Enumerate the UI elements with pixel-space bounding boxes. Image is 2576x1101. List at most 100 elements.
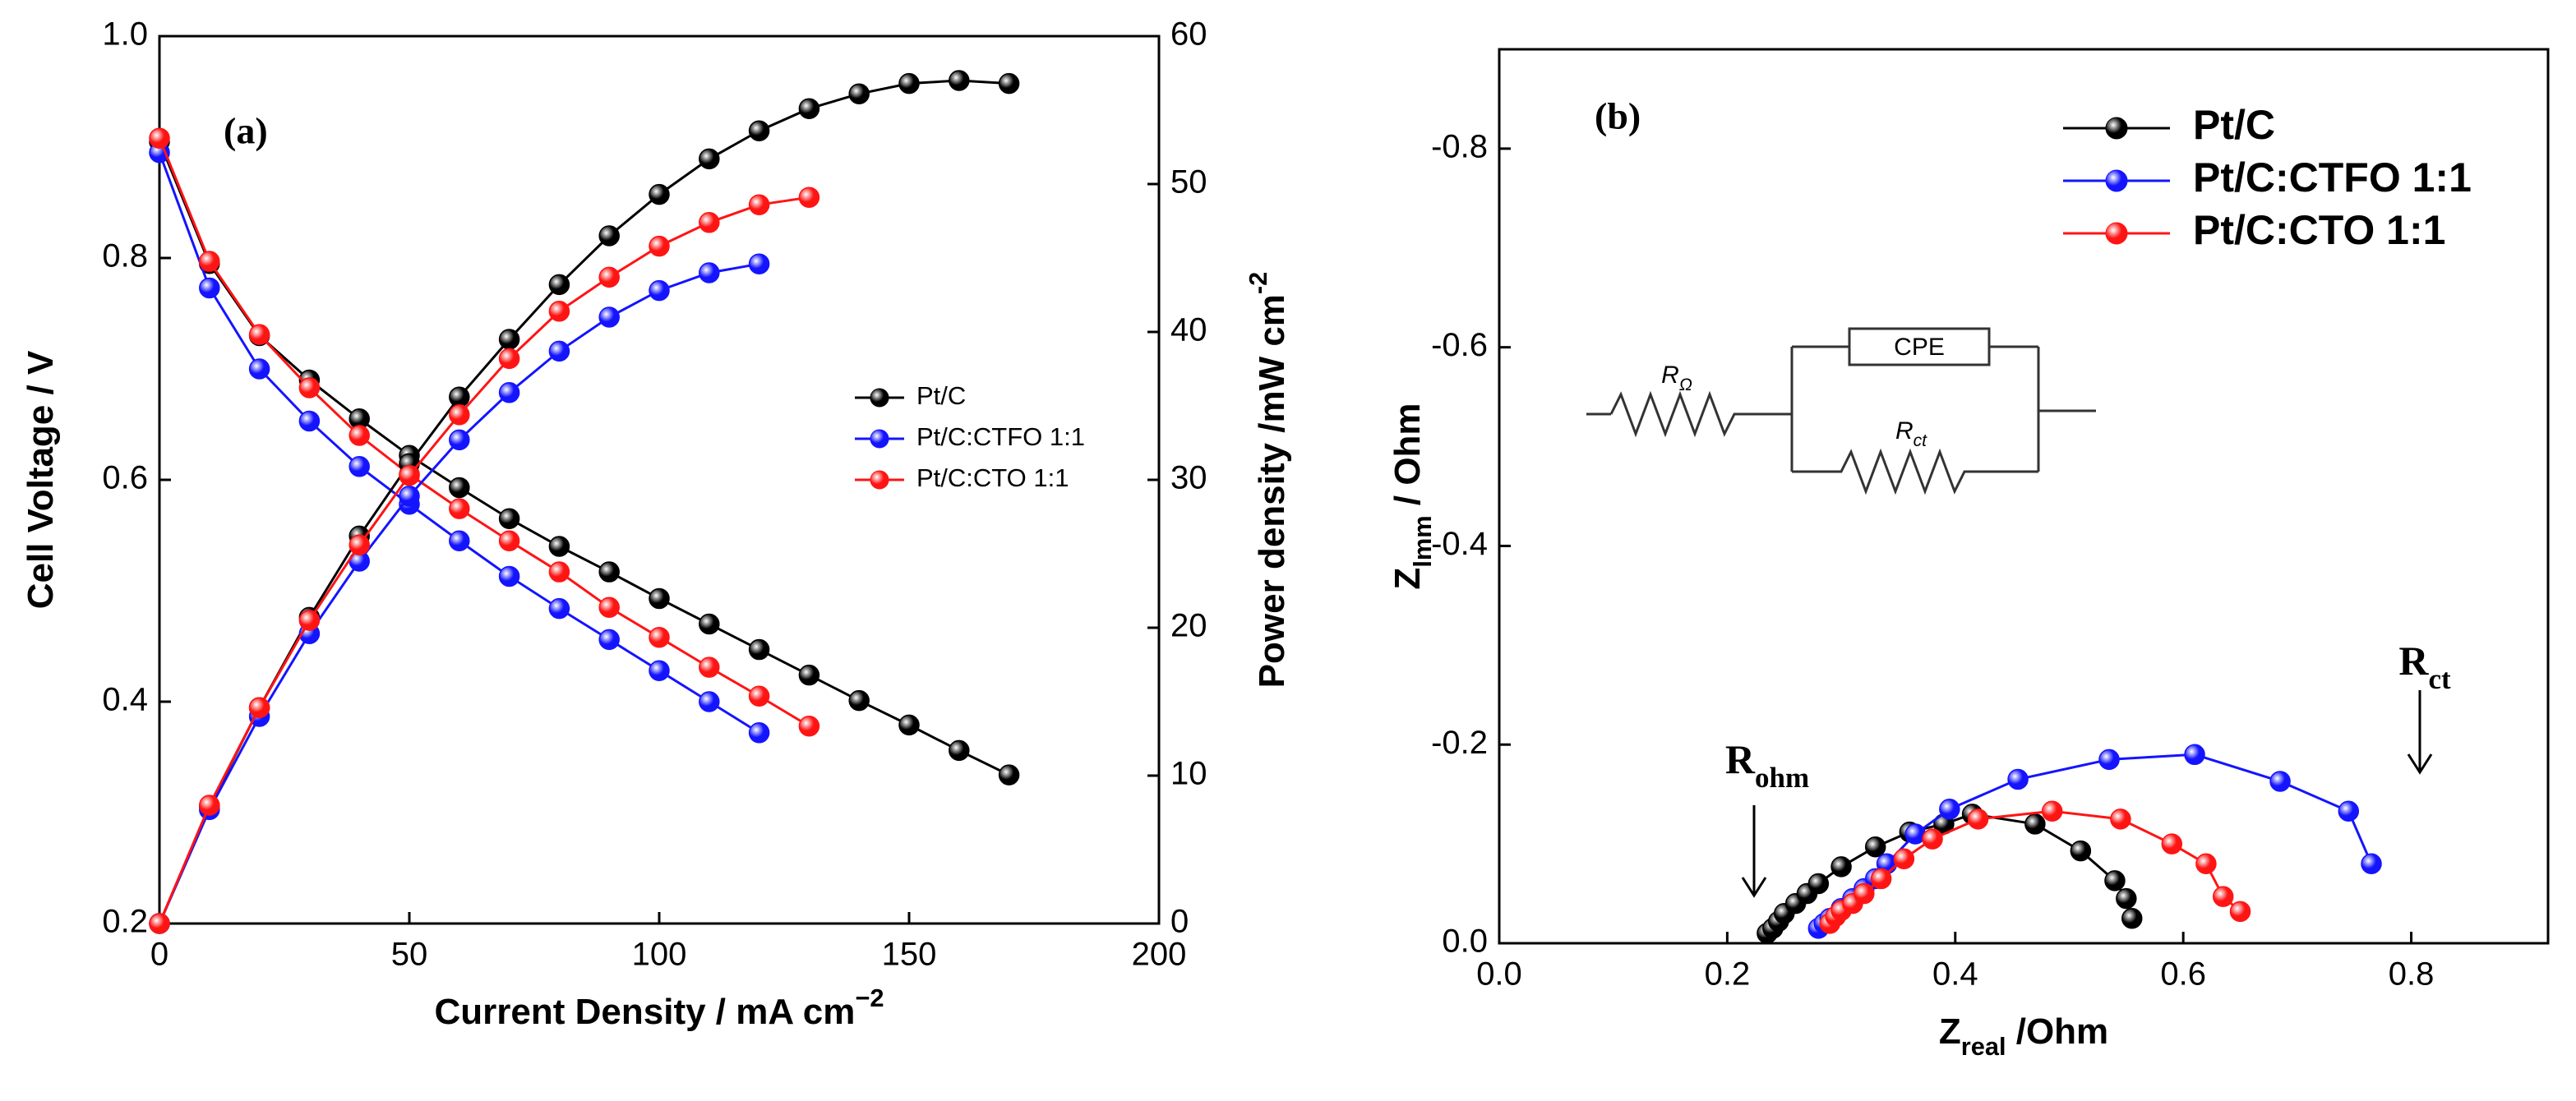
data-point [998,72,1020,94]
data-point [1830,856,1852,878]
y2-tick-label: 40 [1170,312,1207,348]
annotation: Rct [2398,638,2451,694]
x-tick-label: 200 [1132,937,1187,973]
data-point [1967,808,1989,830]
data-point [2161,833,2183,855]
y-tick-label: -0.8 [1431,128,1488,164]
panel-label: (b) [1595,95,1641,137]
data-point [649,587,670,610]
data-point [798,715,820,737]
data-point [548,301,570,322]
data-point [548,274,570,296]
y-tick-label: 0.2 [102,904,148,940]
data-point [298,377,321,398]
y2-tick-label: 60 [1170,16,1207,53]
data-point [748,253,770,274]
data-point [748,722,770,744]
circuit-label-part: R [1661,362,1679,389]
x-axis-label: Zreal /Ohm [1939,1011,2108,1061]
data-point [598,597,620,618]
y-tick-label: -0.6 [1431,327,1488,363]
plot-frame [1498,48,2550,945]
data-point [748,194,770,215]
legend-label: Pt/C:CTFO 1:1 [916,422,1085,451]
data-point [1864,836,1886,858]
circuit-label-sub: ct [1914,431,1928,450]
data-point [598,561,620,583]
circuit-label: CPE [1894,334,1945,361]
x-axis-label-sup: −2 [855,984,884,1012]
data-point [1854,882,1875,905]
x-tick-label: 150 [882,937,937,973]
data-point [399,464,420,486]
data-point [898,72,920,94]
data-point [1870,868,1892,890]
data-point [548,340,570,362]
data-point [1893,848,1915,869]
x-axis-label-part: Current Density / mA cm [435,992,856,1032]
panel-label: (a) [224,110,268,152]
series-line [158,196,810,924]
data-point [349,456,370,477]
data-point [898,714,920,736]
legend-marker [2105,117,2128,140]
data-point [149,127,170,149]
data-point [2041,800,2063,822]
data-point [949,70,970,91]
data-point [2269,771,2291,792]
x-tick-label: 0.0 [1476,956,1522,993]
data-point [848,689,870,712]
y-axis-label-part: / Ohm [1387,403,1428,515]
y-tick-label: -0.2 [1431,725,1488,761]
y-tick-label: 1.0 [102,16,148,53]
data-point [199,251,220,272]
y2-tick-label: 10 [1170,756,1207,792]
legend-marker [870,429,889,449]
data-point [748,120,770,141]
data-point [449,404,470,426]
data-point [449,498,470,519]
data-point [548,561,570,583]
data-point [699,212,720,233]
y-axis-label: Zlmm / Ohm [1387,403,1437,589]
data-point [548,536,570,557]
y-axis-label-sub: lmm [1408,515,1437,567]
legend-label: Pt/C:CTO 1:1 [2193,207,2445,253]
x-tick-label: 0.4 [1932,956,1978,993]
data-point [598,225,620,246]
data-point [798,98,820,119]
annotation-arrowhead [1741,877,1767,898]
y-axis-label: Cell Voltage / V [21,350,61,609]
data-point [649,183,670,205]
legend-marker [870,388,889,408]
circuit-label-part: CPE [1894,334,1945,361]
annotation-sub: ct [2428,663,2451,695]
data-point [2361,853,2382,875]
data-point [1922,828,1943,850]
data-point [598,629,620,651]
data-point [699,148,720,170]
data-point [1807,873,1830,895]
data-point [699,262,720,283]
data-point [649,660,670,681]
data-point [449,477,470,499]
legend-marker [2105,222,2128,245]
data-point [449,386,470,408]
data-point [2338,800,2360,822]
data-point [248,324,270,345]
data-point [798,664,820,686]
series-line [158,79,1009,924]
series-line [158,262,759,924]
data-point [2098,749,2120,771]
data-point [248,358,270,380]
data-point [449,429,470,451]
circuit-label: Rct [1895,417,1927,450]
legend-marker [870,470,889,490]
y-axis-label-part: Z [1387,568,1428,590]
legend-label: Pt/C:CTFO 1:1 [2193,154,2472,200]
x-axis-label-part: /Ohm [2006,1011,2109,1052]
data-point [1939,799,1960,820]
legend-label: Pt/C:CTO 1:1 [916,463,1069,492]
data-point [498,348,520,370]
annotation: Rohm [1725,736,1809,793]
